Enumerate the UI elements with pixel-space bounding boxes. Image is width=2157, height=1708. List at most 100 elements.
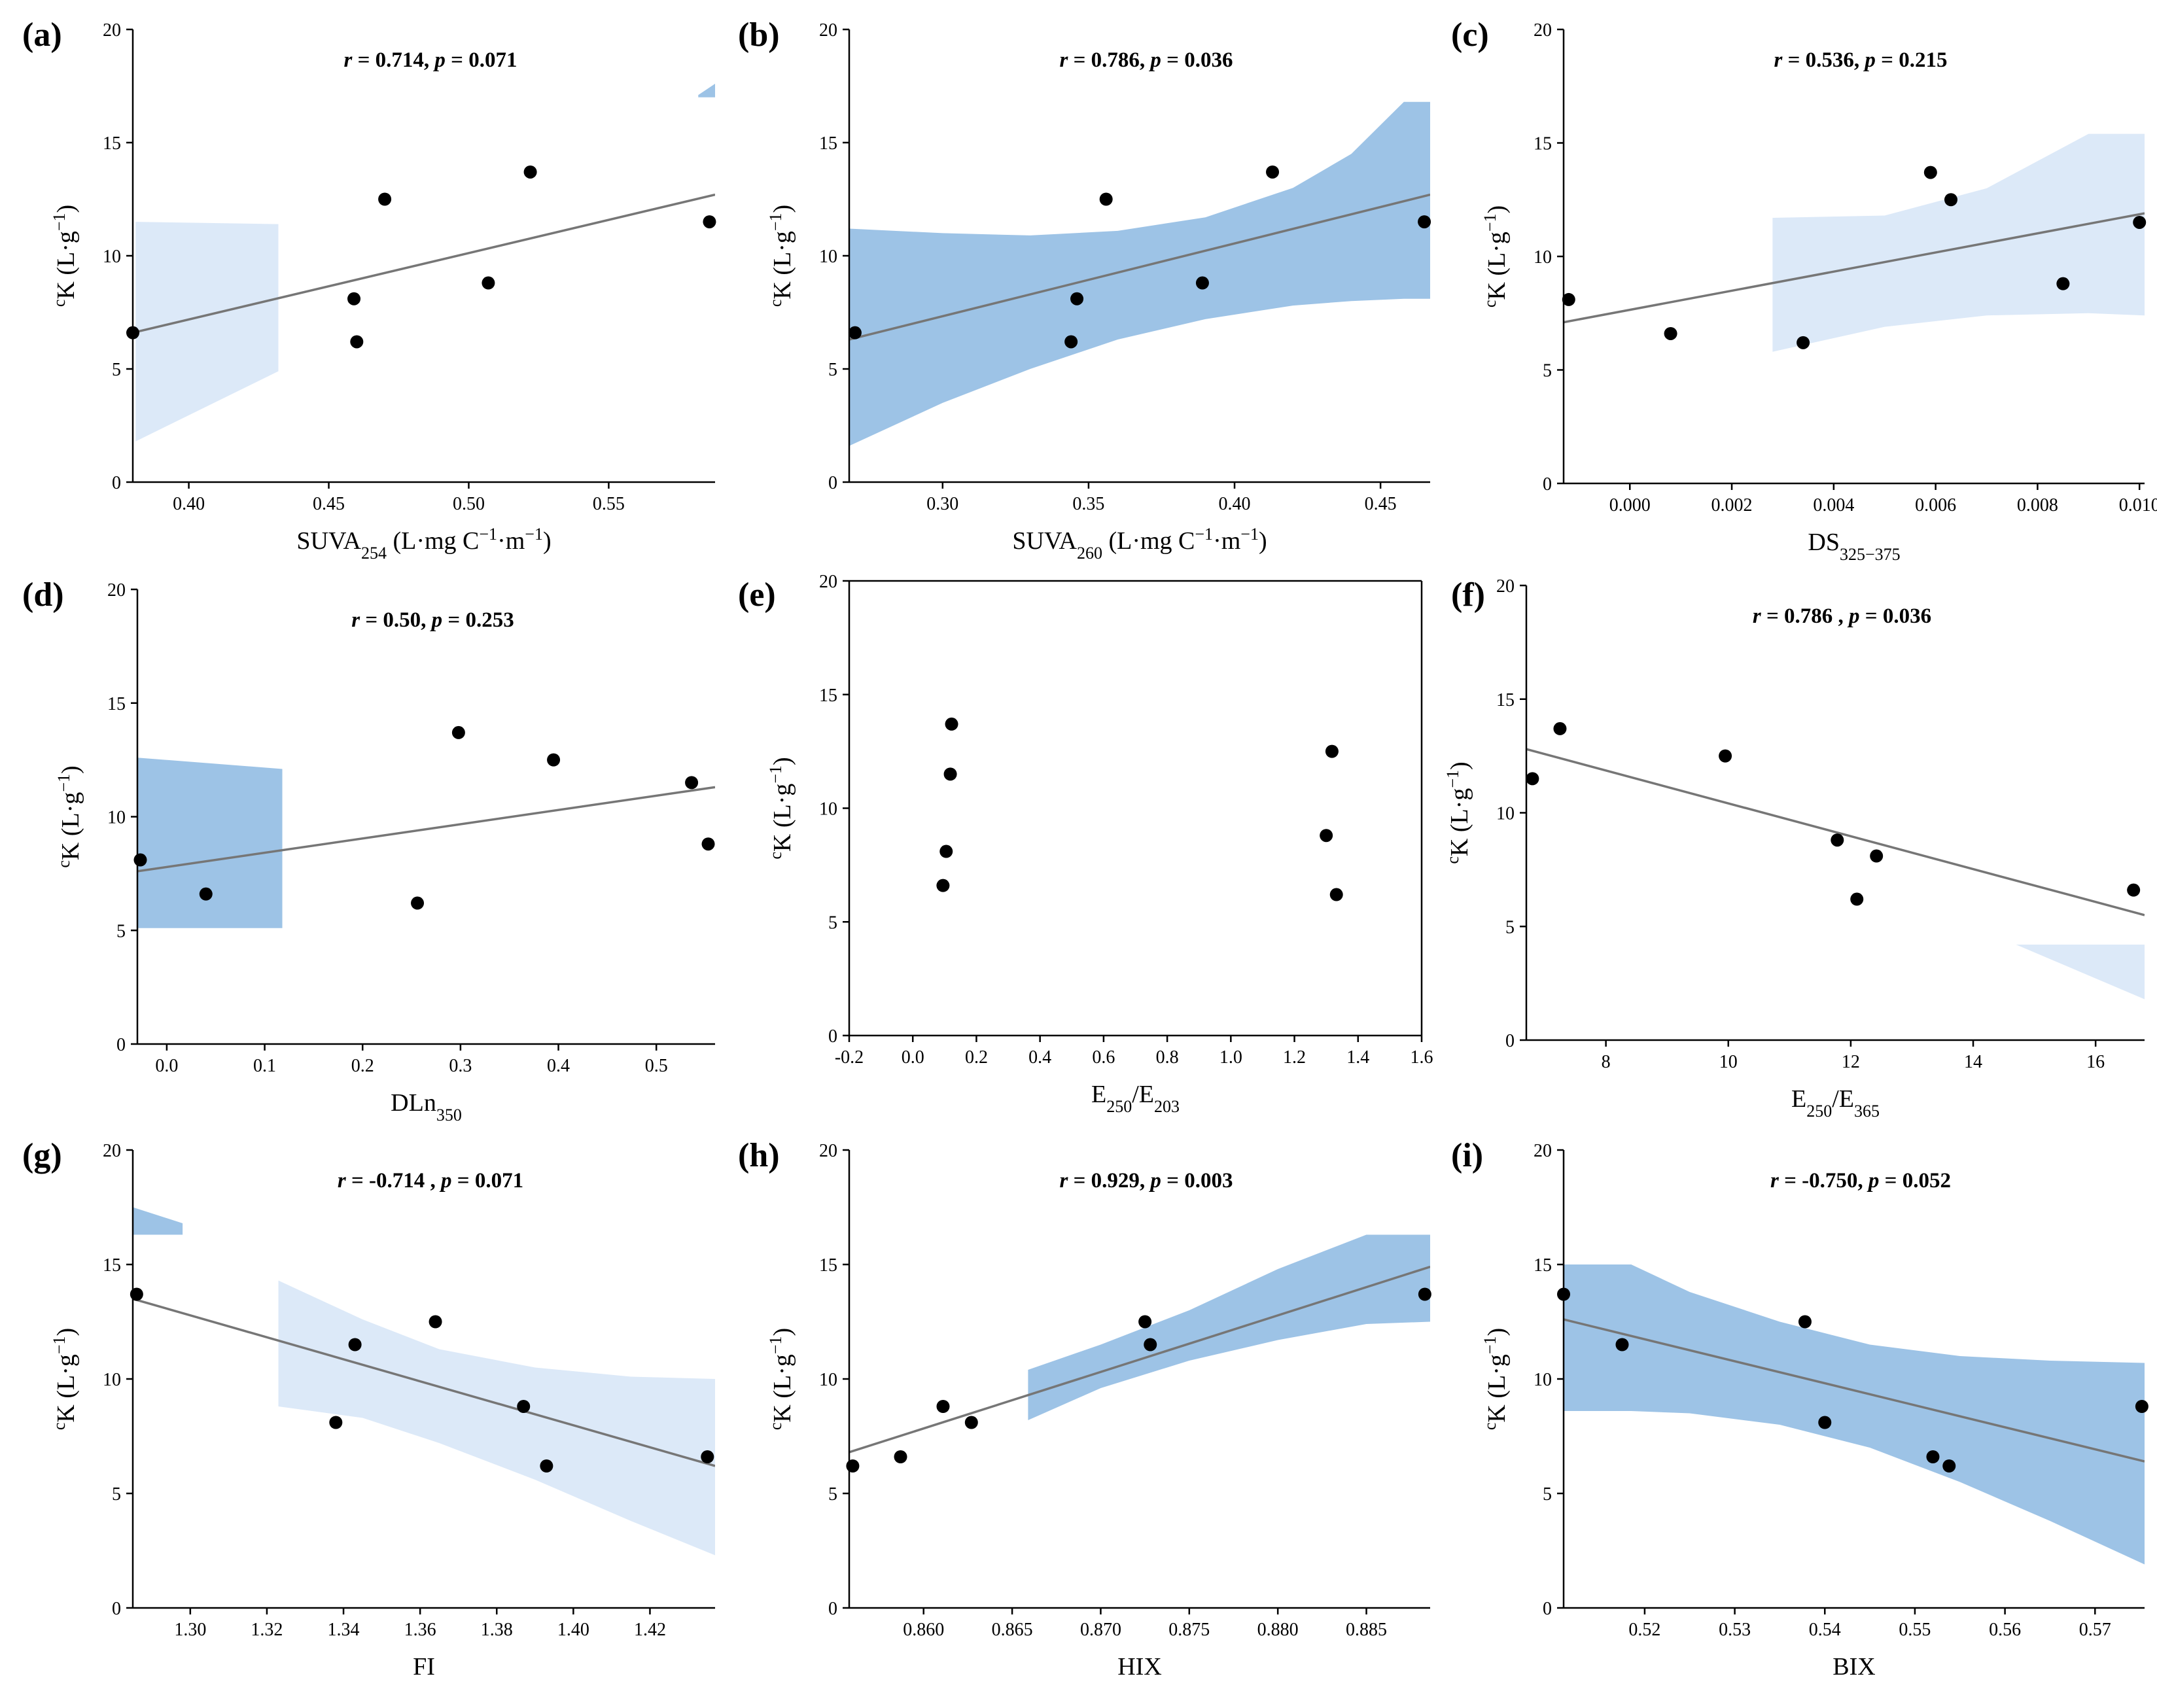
y-tick-label: 5 bbox=[112, 1484, 121, 1505]
y-axis-label: cK (L·g−1) bbox=[766, 1328, 797, 1430]
y-tick-label: 0 bbox=[828, 1599, 837, 1619]
x-tick-label: 0.860 bbox=[903, 1620, 944, 1640]
x-tick-label: 0.2 bbox=[965, 1047, 988, 1068]
x-tick-label: 0.8 bbox=[1156, 1047, 1179, 1068]
y-tick-label: 5 bbox=[828, 1484, 837, 1505]
regression-line bbox=[1564, 1318, 2145, 1463]
x-tick-label: 0.3 bbox=[449, 1056, 472, 1076]
y-axis-label: cK (L·g−1) bbox=[766, 757, 797, 859]
y-axis-label: cK (L·g−1) bbox=[54, 765, 85, 867]
data-point bbox=[1562, 292, 1575, 306]
plot-area bbox=[1526, 748, 2145, 1000]
regression-line bbox=[849, 1265, 1430, 1454]
data-point bbox=[329, 1416, 343, 1429]
y-tick-label: 0 bbox=[1543, 1599, 1552, 1619]
correlation-stat: r = 0.714, p = 0.071 bbox=[344, 48, 517, 72]
panel-label: (b) bbox=[738, 16, 780, 54]
panel-i: 0 5 10 15 20 0.52 0.53 0.54 0.55 0.56 0.57 (i) r = -… bbox=[1451, 1137, 2148, 1681]
y-tick-label: 15 bbox=[819, 133, 837, 154]
data-point bbox=[523, 165, 537, 179]
data-point bbox=[701, 1450, 714, 1463]
data-point bbox=[943, 767, 957, 781]
x-tick-label: 0.35 bbox=[1072, 494, 1104, 514]
y-tick-label: 20 bbox=[1534, 20, 1552, 41]
regression-line bbox=[849, 193, 1430, 341]
x-tick-label: 1.34 bbox=[328, 1620, 360, 1640]
x-tick-label: 0.006 bbox=[1915, 495, 1956, 515]
plot-area bbox=[1564, 1264, 2145, 1565]
panel-label: (i) bbox=[1451, 1137, 1483, 1174]
y-tick-label: 15 bbox=[103, 133, 121, 154]
data-point bbox=[378, 192, 392, 206]
y-tick-label: 20 bbox=[819, 572, 837, 592]
x-tick-label: 1.38 bbox=[481, 1620, 513, 1640]
data-point bbox=[685, 776, 699, 790]
panel-d: 0 5 10 15 20 0.0 0.1 0.2 0.3 0.4 0.5 (d) r = 0.50, p… bbox=[22, 576, 715, 1124]
data-point bbox=[936, 879, 950, 892]
x-axis-label: E250/E365 bbox=[1791, 1085, 1880, 1121]
regression-line bbox=[1526, 748, 2145, 916]
y-tick-label: 10 bbox=[107, 808, 126, 828]
y-axis-label: cK (L·g−1) bbox=[50, 1328, 80, 1430]
data-point bbox=[936, 1400, 950, 1413]
regression-line bbox=[133, 1297, 715, 1467]
data-point bbox=[347, 292, 361, 305]
correlation-stat: r = 0.536, p = 0.215 bbox=[1774, 48, 1948, 72]
x-tick-label: 0.880 bbox=[1257, 1620, 1299, 1640]
y-tick-label: 0 bbox=[112, 1599, 121, 1619]
plot-area bbox=[137, 758, 715, 928]
data-point bbox=[1615, 1338, 1629, 1351]
x-axis-label: E250/E203 bbox=[1091, 1081, 1180, 1116]
data-point bbox=[1719, 749, 1732, 763]
x-tick-label: 0.55 bbox=[1899, 1620, 1931, 1640]
data-point bbox=[199, 887, 213, 901]
y-tick-label: 10 bbox=[103, 247, 121, 267]
y-axis-label: cK (L·g−1) bbox=[1443, 761, 1474, 863]
x-tick-label: -0.2 bbox=[835, 1047, 864, 1068]
data-point bbox=[2133, 215, 2147, 229]
x-axis-label: HIX bbox=[1117, 1653, 1162, 1681]
data-point bbox=[1144, 1338, 1157, 1351]
data-point bbox=[1553, 722, 1567, 735]
x-axis-label: SUVA254 (L·mg C−1·m−1) bbox=[296, 525, 551, 563]
y-tick-label: 15 bbox=[819, 686, 837, 706]
panel-label: (a) bbox=[22, 16, 62, 54]
y-tick-label: 20 bbox=[819, 20, 837, 41]
data-point bbox=[1325, 744, 1339, 758]
x-tick-label: 1.36 bbox=[404, 1620, 436, 1640]
panel-label: (e) bbox=[738, 576, 776, 614]
confidence-band-light bbox=[2016, 945, 2145, 1000]
y-tick-label: 0 bbox=[116, 1035, 126, 1055]
panel-a: 0 5 10 15 20 0.40 0.45 0.50 0.55 (a) r = 0.714, p … bbox=[22, 16, 716, 563]
data-point bbox=[1944, 193, 1957, 207]
x-tick-label: 0.875 bbox=[1168, 1620, 1210, 1640]
y-tick-label: 10 bbox=[819, 247, 837, 267]
y-tick-label: 20 bbox=[107, 580, 126, 601]
regression-line bbox=[133, 193, 715, 334]
data-point bbox=[1070, 292, 1084, 305]
y-tick-label: 5 bbox=[112, 360, 121, 380]
y-axis-label: cK (L·g−1) bbox=[766, 205, 797, 307]
data-point bbox=[1195, 276, 1209, 290]
data-point bbox=[1138, 1315, 1152, 1329]
y-axis-label: cK (L·g−1) bbox=[1481, 1328, 1511, 1430]
y-tick-label: 5 bbox=[828, 913, 837, 933]
data-point bbox=[945, 717, 958, 731]
x-tick-label: 0.57 bbox=[2079, 1620, 2111, 1640]
x-tick-label: 0.52 bbox=[1628, 1620, 1660, 1640]
panel-g: 0 5 10 15 20 1.30 1.32 1.34 1.36 1.38 1.40 1.42 (g) r… bbox=[22, 1137, 715, 1681]
x-axis-label: FI bbox=[413, 1653, 435, 1681]
data-point bbox=[451, 725, 465, 739]
correlation-stat: r = -0.750, p = 0.052 bbox=[1770, 1169, 1951, 1193]
panel-label: (d) bbox=[22, 576, 64, 614]
plot-area bbox=[849, 1234, 1430, 1454]
confidence-band-dark bbox=[698, 84, 715, 97]
x-tick-label: 1.2 bbox=[1283, 1047, 1306, 1068]
data-point bbox=[348, 1338, 362, 1351]
confidence-band-dark bbox=[133, 1207, 183, 1235]
x-tick-label: 0.010 bbox=[2119, 495, 2157, 515]
x-tick-label: 1.30 bbox=[174, 1620, 206, 1640]
correlation-stat: r = -0.714 , p = 0.071 bbox=[338, 1169, 523, 1193]
panel-label: (f) bbox=[1451, 576, 1485, 614]
data-point bbox=[540, 1459, 553, 1473]
